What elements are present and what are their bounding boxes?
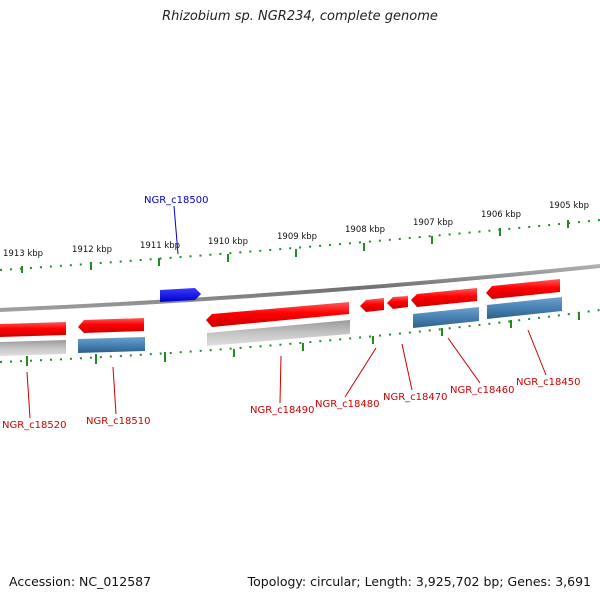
gene-label[interactable]: NGR_c18450 [516, 377, 581, 388]
gene-arrows [0, 279, 560, 337]
label-leaders [26, 205, 547, 419]
genome-summary-text: Topology: circular; Length: 3,925,702 bp… [247, 574, 591, 589]
scale-label: 1907 kbp [413, 218, 453, 228]
feature-bars [0, 297, 562, 356]
scale-label: 1909 kbp [277, 232, 317, 242]
lower-scale-track [0, 309, 600, 366]
gene-ngr-c18500[interactable] [160, 288, 201, 302]
gene-label[interactable]: NGR_c18490 [250, 405, 315, 416]
gene-label[interactable]: NGR_c18470 [383, 392, 448, 403]
scale-label: 1911 kbp [140, 241, 180, 251]
scale-label: 1910 kbp [208, 237, 248, 247]
gene-label[interactable]: NGR_c18510 [86, 416, 151, 427]
gene-ngr-c18480[interactable] [360, 298, 384, 312]
feature-bar-gray[interactable] [0, 340, 66, 356]
scale-label: 1908 kbp [345, 225, 385, 235]
gene-ngr-c18450[interactable] [486, 279, 560, 299]
gene-label[interactable]: NGR_c18480 [315, 399, 380, 410]
gene-ngr-c18520[interactable] [0, 322, 66, 337]
gene-labels: NGR_c18520 NGR_c18510 NGR_c18500 NGR_c18… [2, 195, 581, 431]
feature-bar-blue[interactable] [78, 337, 145, 353]
scale-label: 1906 kbp [481, 210, 521, 220]
gene-ngr-c18490[interactable] [206, 302, 349, 327]
gene-label[interactable]: NGR_c18520 [2, 420, 67, 431]
scale-labels: 1913 kbp 1912 kbp 1911 kbp 1910 kbp 1909… [3, 201, 589, 259]
accession-text: Accession: NC_012587 [9, 574, 152, 589]
scale-label: 1912 kbp [72, 245, 112, 255]
feature-bar-blue[interactable] [487, 297, 562, 319]
gene-label[interactable]: NGR_c18460 [450, 385, 515, 396]
feature-bar-blue[interactable] [413, 307, 479, 328]
gene-ngr-c18510[interactable] [78, 318, 144, 333]
scale-label: 1905 kbp [549, 201, 589, 211]
gene-ngr-c18470[interactable] [387, 296, 408, 309]
gene-ngr-c18460[interactable] [411, 288, 477, 307]
genome-title: Rhizobium sp. NGR234, complete genome [162, 9, 438, 24]
upper-scale-track [0, 219, 600, 273]
feature-bar-gray[interactable] [207, 320, 350, 346]
genome-backbone [0, 264, 600, 312]
gene-label[interactable]: NGR_c18500 [144, 195, 209, 206]
scale-label: 1913 kbp [3, 249, 43, 259]
